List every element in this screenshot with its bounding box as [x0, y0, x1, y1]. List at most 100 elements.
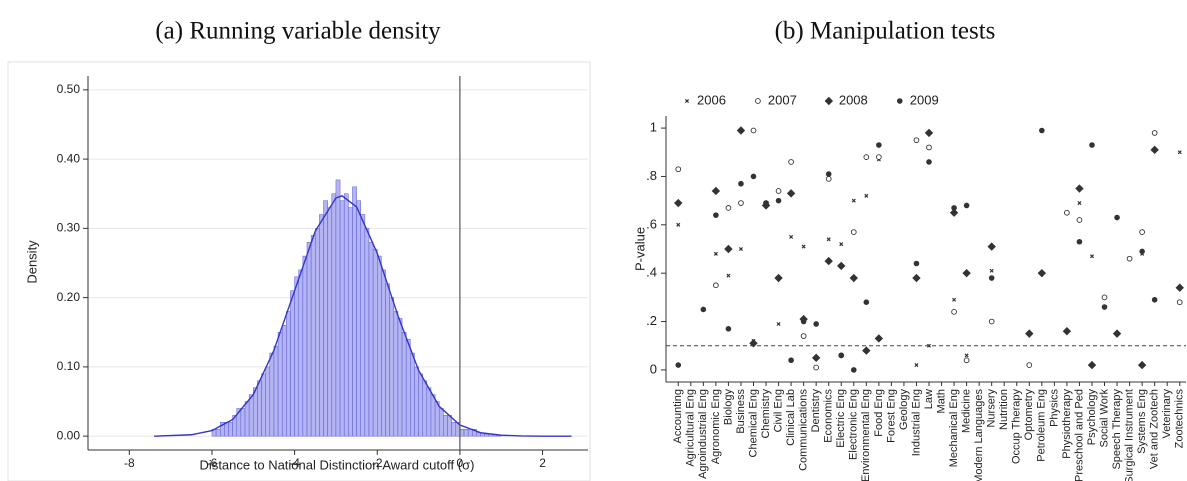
histogram-bar — [273, 345, 279, 437]
point-x — [1089, 254, 1095, 259]
panel-b-title: (b) Manipulation tests — [775, 18, 996, 45]
histogram-bar — [319, 214, 324, 437]
histogram-bar — [385, 283, 390, 437]
point-filled — [675, 362, 682, 368]
histogram-bar — [356, 200, 361, 437]
point-x — [726, 273, 731, 278]
histogram-bar — [327, 207, 333, 437]
x-tick-label: Math — [935, 389, 947, 413]
histogram-bar — [302, 255, 308, 437]
x-tick-label: Dentistry — [810, 389, 822, 433]
panel-a-title: (a) Running variable density — [155, 18, 441, 45]
point-filled — [813, 321, 819, 327]
x-tick-label: Electric Eng — [835, 389, 847, 448]
point-hollow — [713, 282, 719, 289]
x-tick-label: Business — [735, 389, 747, 434]
x-tick-label: -4 — [289, 456, 300, 470]
x-tick-label: Chemical Eng — [747, 389, 759, 457]
point-diamond — [862, 346, 871, 355]
point-filled — [800, 318, 807, 325]
histogram-bar — [422, 380, 428, 437]
point-diamond — [1075, 184, 1084, 193]
histogram-bar — [265, 366, 271, 437]
point-filled — [788, 357, 794, 364]
histogram-bar — [277, 332, 283, 437]
x-tick-label: Vet and Zootech — [1149, 389, 1161, 469]
point-diamond — [987, 242, 996, 251]
legend-label: 2006 — [697, 92, 726, 107]
x-tick-label: Speech Therapy — [1111, 389, 1123, 470]
y-axis-label: P-value — [632, 227, 647, 271]
x-tick-label: Industrial Eng — [910, 389, 922, 456]
x-tick-label: Petroleum Eng — [1036, 389, 1048, 462]
histogram-bar — [290, 290, 295, 437]
point-x — [1177, 150, 1182, 155]
histogram-bar — [323, 200, 328, 437]
point-hollow — [813, 364, 820, 371]
point-diamond — [1175, 283, 1184, 292]
x-tick-label: Forest Eng — [885, 389, 897, 443]
y-tick-label: .8 — [646, 168, 657, 183]
point-x — [864, 193, 869, 198]
histogram-bar — [348, 207, 353, 437]
x-tick-label: Economics — [823, 389, 835, 443]
point-filled — [838, 352, 845, 359]
histogram-bar — [484, 433, 490, 437]
point-diamond — [824, 256, 833, 266]
histogram-bar — [253, 387, 258, 437]
y-tick-label: 0.00 — [57, 428, 81, 442]
point-hollow — [1139, 229, 1145, 235]
histogram-bar — [248, 394, 254, 437]
point-hollow — [913, 137, 920, 144]
y-tick-label: .4 — [646, 265, 657, 280]
x-tick-label: Psychology — [1086, 389, 1098, 446]
histogram-bar — [451, 422, 457, 437]
x-tick-label: Agronomic Eng — [710, 389, 722, 464]
histogram-bar — [377, 255, 382, 437]
point-hollow — [850, 229, 857, 235]
x-tick-label: Agroindustrial Eng — [697, 389, 709, 479]
point-hollow — [1151, 130, 1158, 136]
point-filled — [963, 202, 970, 209]
histogram-bar — [261, 373, 266, 437]
x-tick-label: Food Eng — [873, 389, 885, 437]
x-tick-label: -2 — [372, 456, 383, 470]
point-diamond — [924, 128, 934, 138]
point-hollow — [1076, 217, 1083, 223]
y-tick-label: 0.10 — [57, 359, 81, 373]
x-axis-label: Distance to National Distinction Award c… — [200, 457, 475, 472]
point-diamond — [786, 189, 796, 198]
point-hollow — [775, 188, 782, 194]
point-filled — [1039, 127, 1045, 134]
point-diamond — [724, 244, 733, 254]
point-x — [952, 297, 957, 302]
histogram-bar — [447, 415, 452, 437]
histogram-bar — [430, 394, 436, 437]
point-x — [826, 237, 831, 242]
point-x — [989, 268, 994, 273]
point-hollow — [800, 333, 807, 339]
x-tick-label: Physiotherapy — [1061, 389, 1073, 459]
y-tick-label: 1 — [650, 120, 657, 135]
histogram-bar — [215, 428, 221, 437]
x-tick-label: Agricultural Eng — [685, 389, 697, 467]
point-diamond — [674, 198, 683, 208]
point-diamond — [912, 273, 921, 283]
histogram-bar — [228, 422, 233, 437]
point-x — [801, 244, 806, 249]
histogram-bar — [397, 318, 403, 437]
histogram-bar — [286, 311, 291, 437]
point-diamond — [1025, 329, 1034, 338]
x-tick-label: Communications — [798, 389, 810, 471]
histogram-bar — [467, 428, 473, 437]
point-x — [713, 251, 718, 256]
legend-marker — [896, 98, 903, 104]
x-tick-label: Zootechnics — [1174, 389, 1186, 449]
histogram-bar — [463, 428, 469, 437]
x-tick-label: Nutrition — [998, 389, 1010, 430]
y-tick-label: 0 — [650, 361, 657, 376]
point-filled — [763, 200, 769, 206]
histogram-bar — [410, 352, 415, 437]
x-tick-label: -6 — [207, 456, 218, 470]
x-tick-label: Medicine — [961, 389, 973, 433]
